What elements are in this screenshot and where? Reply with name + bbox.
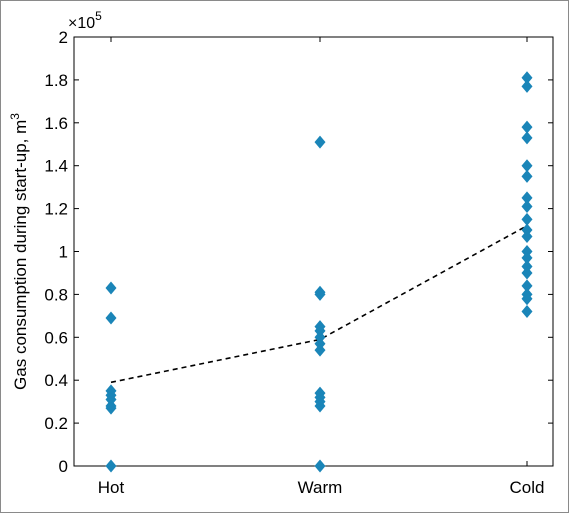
data-point-warm	[314, 459, 326, 473]
data-point-cold	[521, 305, 533, 319]
trend-line-group	[110, 225, 528, 384]
y-tick-label: 0.8	[44, 285, 68, 304]
data-point-cold	[521, 191, 533, 205]
x-tick-label-warm: Warm	[298, 478, 343, 497]
y-tick-label: 2	[59, 28, 68, 47]
data-point-cold	[521, 212, 533, 226]
x-tick-label-cold: Cold	[510, 478, 545, 497]
data-point-hot	[105, 401, 117, 415]
y-axis-ticks: 0 0.2 0.4 0.6 0.8 1 1.2 1.4 1.6 1.8 2	[44, 28, 553, 476]
y-tick-label: 0.6	[44, 328, 68, 347]
y-axis-label-text: Gas consumption during start-up, m	[11, 120, 30, 390]
y-tick-label: 1.6	[44, 114, 68, 133]
data-point-cold	[521, 292, 533, 306]
mean-trend-line	[110, 225, 528, 384]
x-tick-label-hot: Hot	[98, 478, 125, 497]
data-point-hot	[105, 459, 117, 473]
data-point-warm	[314, 343, 326, 357]
y-tick-label: 0.2	[44, 414, 68, 433]
data-point-cold	[521, 120, 533, 134]
data-point-warm	[314, 399, 326, 413]
x-axis-ticks: Hot Warm Cold	[98, 37, 545, 497]
data-point-warm	[314, 287, 326, 301]
y-axis-label-superscript: 3	[8, 113, 22, 120]
data-point-cold	[521, 71, 533, 85]
y-tick-label: 1.2	[44, 200, 68, 219]
data-point-cold	[521, 169, 533, 183]
data-point-cold	[521, 199, 533, 213]
y-tick-label: 0	[59, 457, 68, 476]
y-tick-label: 1.4	[44, 157, 68, 176]
data-point-cold	[521, 279, 533, 293]
y-axis-label: Gas consumption during start-up, m3	[8, 113, 30, 390]
y-exponent-power: 5	[95, 9, 102, 23]
data-point-cold	[521, 131, 533, 145]
data-point-cold	[521, 79, 533, 93]
data-point-cold	[521, 229, 533, 243]
data-point-hot	[105, 281, 117, 295]
plot-area	[73, 36, 554, 467]
y-exponent-label: ×105	[68, 9, 102, 32]
data-point-hot	[105, 311, 117, 325]
data-points-group	[105, 71, 533, 473]
y-exponent-base: ×10	[68, 15, 95, 32]
y-tick-label: 1	[59, 243, 68, 262]
data-point-cold	[521, 251, 533, 265]
y-tick-label: 1.8	[44, 71, 68, 90]
data-point-cold	[521, 266, 533, 280]
data-point-warm	[314, 135, 326, 149]
y-tick-label: 0.4	[44, 371, 68, 390]
data-point-cold	[521, 159, 533, 173]
